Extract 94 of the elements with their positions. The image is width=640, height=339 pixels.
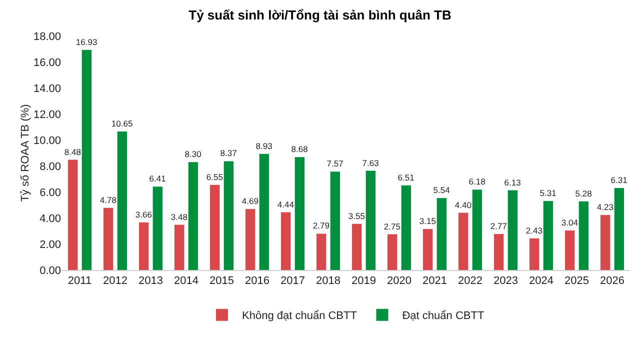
bar (422, 229, 433, 270)
data-label: 8.68 (291, 144, 308, 154)
bar (330, 172, 340, 270)
x-tick-label: 2019 (352, 275, 376, 288)
y-tick-label: 16.00 (33, 56, 61, 69)
data-label: 3.66 (135, 209, 152, 220)
y-tick-label: 8.00 (40, 160, 61, 173)
data-label: 6.55 (206, 172, 224, 182)
bar (188, 162, 198, 270)
x-tick-label: 2022 (458, 275, 482, 288)
data-label: 6.31 (610, 174, 628, 185)
x-tick-label: 2015 (210, 275, 234, 288)
bar (174, 224, 184, 270)
data-label: 8.30 (184, 149, 202, 160)
bar (458, 212, 468, 270)
x-tick-label: 2018 (316, 275, 340, 288)
data-label: 3.55 (348, 210, 366, 221)
bar (578, 201, 589, 270)
x-tick-label: 2012 (103, 275, 128, 288)
bar (614, 188, 624, 270)
y-axis-title: Tỷ số ROAA TB (%) (19, 104, 32, 202)
y-tick-label: 10.00 (33, 134, 61, 147)
bar (366, 170, 376, 270)
bar (245, 209, 256, 270)
data-label: 2.75 (384, 221, 401, 232)
bar (543, 200, 554, 270)
bar (600, 215, 610, 270)
data-label: 5.54 (433, 184, 450, 195)
bar (387, 234, 398, 270)
bar (210, 184, 220, 270)
bar (103, 208, 114, 270)
data-label: 3.48 (170, 212, 188, 222)
data-label: 2.43 (526, 225, 543, 236)
data-label: 2.79 (312, 220, 330, 231)
x-tick-label: 2014 (174, 275, 198, 288)
bar (529, 238, 540, 270)
y-tick-label: 4.00 (40, 212, 61, 225)
x-tick-label: 2016 (245, 275, 270, 288)
bar (259, 154, 270, 270)
chart-title: Tỷ suất sinh lời/Tổng tài sản bình quân TB (188, 7, 452, 22)
data-label: 8.48 (64, 146, 82, 157)
y-tick-label: 0.00 (40, 264, 61, 277)
data-label: 3.15 (419, 216, 436, 226)
data-label: 6.13 (504, 177, 522, 188)
bar (294, 157, 305, 270)
bar (472, 190, 482, 270)
x-tick-label: 2026 (600, 275, 624, 288)
bar (152, 186, 163, 270)
bar (117, 132, 128, 270)
data-label: 4.69 (242, 196, 259, 206)
data-label: 4.23 (596, 202, 614, 212)
legend-label: Không đạt chuẩn CBTT (242, 310, 358, 322)
bar (316, 234, 326, 270)
data-label: 4.78 (100, 194, 117, 205)
bar (508, 190, 518, 270)
x-tick-label: 2023 (494, 275, 518, 288)
x-tick-label: 2011 (68, 275, 92, 288)
data-label: 7.57 (326, 158, 344, 169)
legend-label: Đạt chuẩn CBTT (402, 310, 484, 322)
data-label: 6.51 (398, 172, 415, 182)
bar (138, 222, 149, 270)
data-label: 5.31 (540, 188, 557, 198)
data-label: 4.44 (277, 199, 294, 210)
y-tick-label: 18.00 (33, 30, 61, 43)
data-label: 8.37 (220, 148, 238, 158)
bar (436, 198, 447, 270)
data-label: 16.93 (76, 36, 98, 47)
x-tick-label: 2013 (138, 275, 163, 288)
x-tick-label: 2025 (564, 275, 589, 288)
bar (280, 212, 291, 270)
data-label: 4.40 (454, 200, 472, 210)
y-tick-label: 14.00 (33, 82, 61, 95)
data-label: 2.77 (490, 220, 508, 231)
x-tick-label: 2024 (529, 275, 554, 288)
bar (352, 224, 362, 270)
bar (224, 161, 234, 270)
data-label: 6.18 (468, 176, 486, 187)
data-label: 7.63 (362, 158, 380, 168)
y-tick-label: 2.00 (40, 238, 61, 251)
x-tick-label: 2017 (280, 275, 305, 288)
data-label: 5.28 (575, 188, 592, 198)
data-label: 10.65 (111, 118, 133, 129)
bar (494, 234, 504, 270)
bar (68, 160, 78, 270)
data-label: 3.04 (561, 217, 578, 228)
bar (82, 50, 92, 270)
bar (564, 230, 575, 270)
y-tick-label: 6.00 (40, 186, 61, 199)
data-label: 6.41 (149, 174, 166, 184)
data-label: 8.93 (256, 140, 273, 151)
y-tick-label: 12.00 (33, 108, 61, 121)
x-tick-label: 2020 (387, 275, 412, 288)
bar (401, 185, 412, 270)
x-tick-label: 2021 (422, 275, 447, 288)
